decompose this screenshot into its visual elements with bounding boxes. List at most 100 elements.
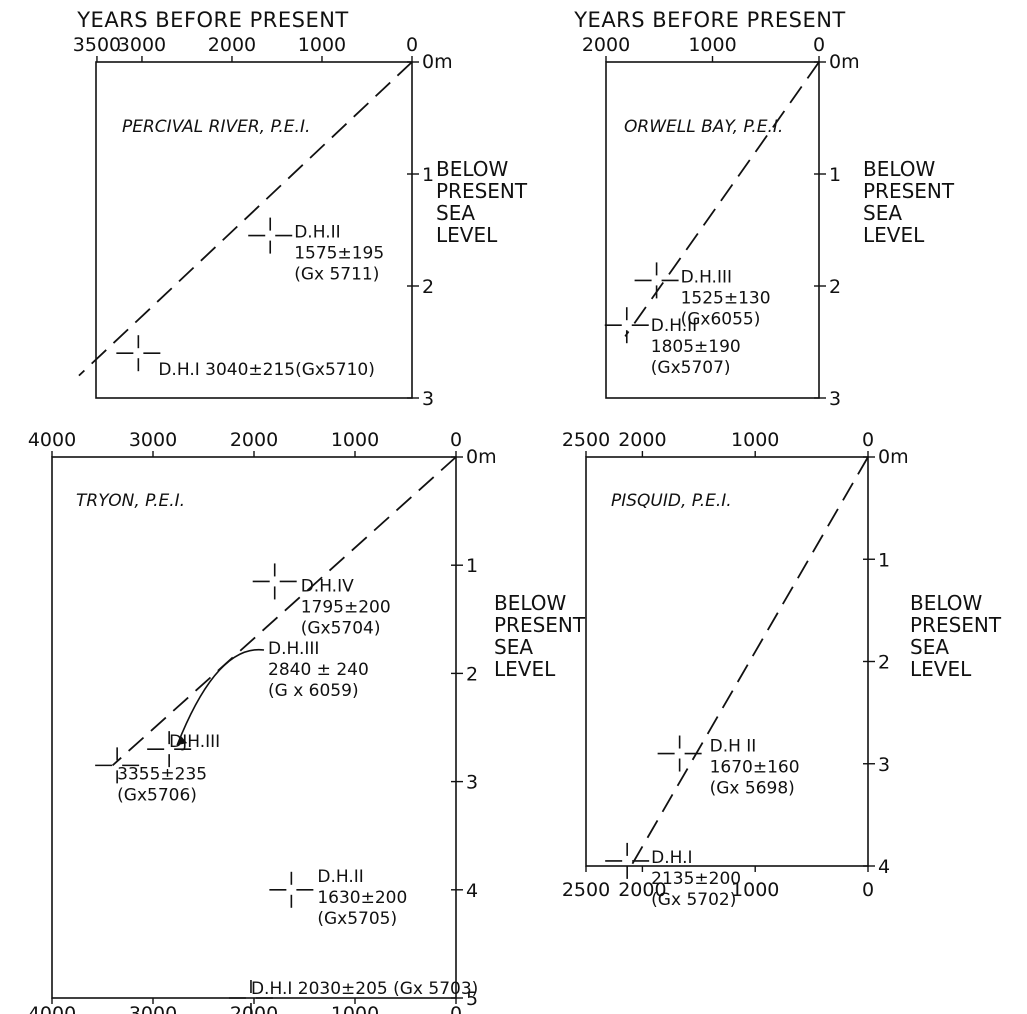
x-tick-label-top: 2000 (618, 429, 666, 451)
x-tick-label-top: 3500 (73, 34, 121, 56)
depth-label-line: PRESENT (436, 179, 528, 203)
site-title: TRYON, P.E.I. (76, 491, 185, 511)
depth-label-line: BELOW (863, 157, 936, 181)
annotation-line: D.H.III (268, 639, 319, 659)
sample-cross (269, 871, 314, 908)
depth-label-line: SEA (494, 635, 533, 659)
sample-cross (248, 217, 293, 254)
sample-label: D.H.III (681, 267, 732, 287)
sample-label: (Gx 5698) (710, 779, 795, 799)
depth-label-line: BELOW (910, 591, 983, 615)
panel-pisquid: 250025002000200010001000000m1234PISQUID,… (562, 429, 1002, 910)
y-tick-label: 1 (466, 555, 478, 577)
sample-label: (Gx6055) (681, 309, 761, 329)
x-tick-label-top: 0 (450, 429, 462, 451)
x-tick-label-top: 0 (406, 34, 418, 56)
x-tick-label-bottom: 0 (450, 1003, 462, 1014)
sample-label: 3355±235 (117, 764, 207, 784)
x-tick-label-top: 3000 (118, 34, 166, 56)
sample-label: D.H.II (651, 316, 697, 336)
depth-label-line: LEVEL (910, 657, 972, 681)
y-tick-label: 4 (466, 880, 478, 902)
x-tick-label-bottom: 3000 (129, 1003, 177, 1014)
y-tick-label: 3 (422, 388, 434, 410)
panel-orwell: 2000 1000 00m 1 2 3 ORWELL BAY, P.E.I. BELOWPRE… (582, 34, 955, 410)
x-tick-label-top: 2000 (582, 34, 630, 56)
annotation-line: (G x 6059) (268, 681, 359, 701)
x-tick-label-top: 1000 (688, 34, 736, 56)
x-tick-label-bottom: 0 (862, 879, 874, 901)
sample-label: (Gx5705) (317, 909, 397, 929)
left-top-axis-title: YEARS BEFORE PRESENT (76, 8, 349, 32)
x-tick-label-bottom: 1000 (331, 1003, 379, 1014)
x-tick-label-bottom: 1000 (731, 879, 779, 901)
y-tick-label: 0m (422, 51, 453, 73)
y-tick-label: 1 (878, 549, 890, 571)
sample-cross (147, 731, 192, 768)
y-tick-label: 0m (829, 51, 860, 73)
arrow-head (177, 736, 188, 746)
sample-label: 1575±195 (294, 244, 384, 264)
sample-label: D.H.II (294, 223, 340, 243)
x-tick-label-bottom: 2000 (618, 879, 666, 901)
x-tick-label-top: 1000 (731, 429, 779, 451)
trend-line (111, 456, 457, 767)
depth-label-line: BELOW (436, 157, 509, 181)
sample-label: (Gx5704) (301, 618, 381, 638)
sample-label: D.H.IV (301, 576, 354, 596)
sample-label: D.H II (710, 737, 757, 757)
depth-label-line: BELOW (494, 591, 567, 615)
depth-label-line: SEA (436, 201, 475, 225)
depth-label-line: LEVEL (436, 223, 498, 247)
sample-cross (657, 735, 702, 772)
sample-label: D.H.I 2030±205 (Gx 5703) (251, 979, 478, 999)
site-title: PISQUID, P.E.I. (611, 491, 732, 511)
sample-label: 1670±160 (710, 758, 800, 778)
x-tick-label-top: 3000 (129, 429, 177, 451)
sample-label: 1525±130 (681, 288, 771, 308)
sample-label: D.H.II (317, 867, 363, 887)
x-tick-label-top: 0 (862, 429, 874, 451)
x-tick-label-top: 1000 (331, 429, 379, 451)
sample-label: (Gx 5702) (651, 890, 736, 910)
sample-cross (252, 563, 297, 600)
depth-label-line: PRESENT (910, 613, 1002, 637)
depth-label-line: PRESENT (494, 613, 586, 637)
y-tick-label: 1 (422, 164, 434, 186)
sample-cross (95, 747, 140, 784)
sample-label: (Gx5706) (117, 785, 197, 805)
y-tick-label: 4 (878, 856, 890, 878)
depth-label-line: SEA (863, 201, 902, 225)
depth-label-line: LEVEL (494, 657, 556, 681)
y-tick-label: 3 (829, 388, 841, 410)
sample-label: 1795±200 (301, 597, 391, 617)
x-tick-label-bottom: 4000 (28, 1003, 76, 1014)
x-tick-label-bottom: 2000 (230, 1003, 278, 1014)
y-tick-label: 0m (466, 446, 497, 468)
y-tick-label: 1 (829, 164, 841, 186)
y-tick-label: 2 (466, 663, 478, 685)
panel-tryon: 40004000300030002000200010001000000m1234… (28, 429, 586, 1014)
trend-line (630, 456, 869, 867)
depth-label-line: LEVEL (863, 223, 925, 247)
sample-label: (Gx 5711) (294, 265, 379, 285)
x-tick-label-bottom: 2500 (562, 879, 610, 901)
plot-frame (585, 456, 869, 867)
y-tick-label: 2 (422, 276, 434, 298)
sample-cross (228, 980, 273, 1014)
plot-frame (95, 61, 413, 399)
annotation-line: 2840 ± 240 (268, 660, 369, 680)
y-tick-label: 2 (878, 652, 890, 674)
sample-cross (605, 842, 650, 879)
sample-label: (Gx5707) (651, 358, 731, 378)
y-tick-label: 2 (829, 276, 841, 298)
trend-line (624, 61, 820, 337)
sample-cross (116, 335, 161, 372)
site-title: ORWELL BAY, P.E.I. (624, 117, 783, 137)
x-tick-label-top: 2000 (208, 34, 256, 56)
sample-label: DJH.III (169, 732, 220, 752)
sample-cross (604, 307, 649, 344)
